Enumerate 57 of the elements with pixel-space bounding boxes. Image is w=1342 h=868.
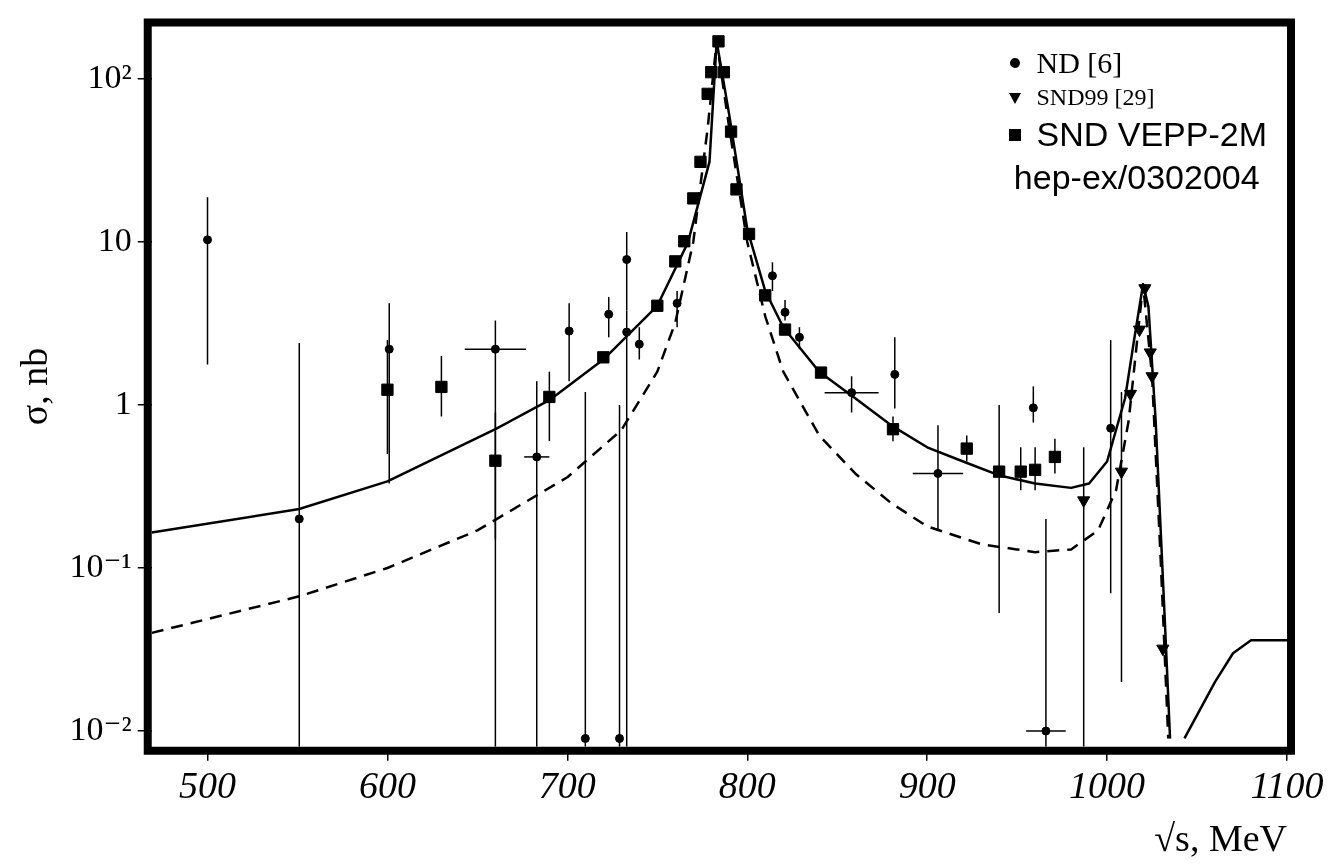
point [759, 289, 772, 302]
legend-label: SND99 [29] [1036, 84, 1155, 112]
point [1138, 284, 1152, 296]
y-tick-label: 10 [97, 220, 132, 258]
point [634, 339, 644, 349]
x-tick-label: 900 [898, 763, 956, 806]
point [1028, 403, 1038, 413]
point [489, 454, 502, 467]
point [960, 442, 973, 455]
point [705, 66, 718, 79]
point [597, 351, 610, 364]
point [435, 380, 448, 394]
x-tick-label: 500 [179, 763, 237, 806]
annotation: hep-ex/0302004 [1013, 158, 1260, 198]
x-tick-label: 800 [718, 763, 776, 806]
point [1143, 348, 1157, 360]
point [794, 332, 804, 342]
point [742, 227, 756, 241]
point [687, 192, 700, 205]
y-tick-label: 10⁻¹ [69, 546, 132, 584]
point [604, 309, 614, 319]
point [580, 733, 590, 743]
point [814, 366, 828, 379]
x-tick-label: 1000 [1069, 763, 1146, 806]
point [669, 255, 682, 268]
y-tick-label: 10⁻² [69, 709, 132, 747]
point [543, 390, 556, 404]
y-axis-title: σ, nb [12, 347, 55, 426]
point [1123, 389, 1138, 402]
x-axis-title: √s, MeV [1154, 817, 1288, 860]
point [622, 255, 632, 265]
x-tick-label: 1100 [1250, 763, 1324, 806]
point [717, 66, 731, 79]
point [615, 733, 625, 743]
y-tick-label: 10² [87, 57, 132, 95]
point [651, 299, 664, 312]
point [1145, 372, 1159, 384]
point [730, 183, 743, 196]
point [1132, 325, 1147, 338]
point [767, 271, 777, 281]
point [701, 87, 714, 100]
y-tick-label: 1 [114, 383, 132, 421]
legend-label: ND [6] [1036, 46, 1123, 81]
point [778, 323, 792, 336]
point [694, 155, 707, 168]
x-tick-label: 700 [538, 763, 596, 806]
x-tick-label: 600 [358, 763, 416, 806]
point [678, 235, 691, 248]
point [1077, 496, 1091, 508]
point [294, 514, 304, 524]
point [712, 35, 725, 48]
point [724, 125, 738, 138]
legend-label: SND VEPP-2M [1036, 115, 1267, 155]
point [1014, 465, 1027, 478]
point [1156, 644, 1170, 657]
point [1114, 467, 1129, 480]
point [1106, 423, 1116, 433]
